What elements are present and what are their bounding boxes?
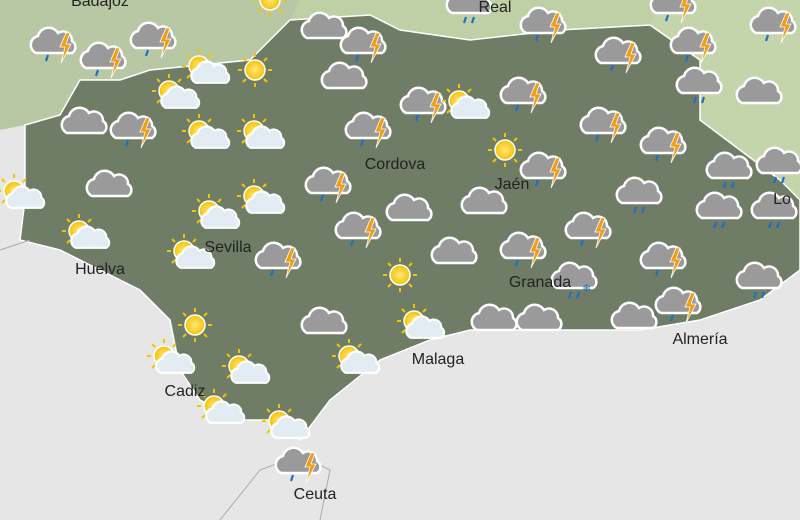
snow-icon: ❄ [582,283,591,295]
place-label: Sevilla [204,239,251,256]
place-label: Huelva [75,261,125,278]
place-label: Cadiz [165,383,206,400]
place-label: Lo [773,191,791,208]
place-label: Real [479,0,512,16]
place-label: Almería [672,331,727,348]
place-label: Badajoz [71,0,129,10]
place-label: Granada [509,274,571,291]
region-castilla [290,0,660,40]
place-labels: Badajoz Real Cordova Jaén Sevilla Huelva Grana… [71,0,791,503]
place-label: Malaga [412,351,465,368]
place-label: Ceuta [294,486,337,503]
place-label: Cordova [365,156,426,173]
weather-icons: ❄ [0,0,800,483]
place-label: Jaén [495,176,530,193]
region-extremadura [0,0,300,130]
